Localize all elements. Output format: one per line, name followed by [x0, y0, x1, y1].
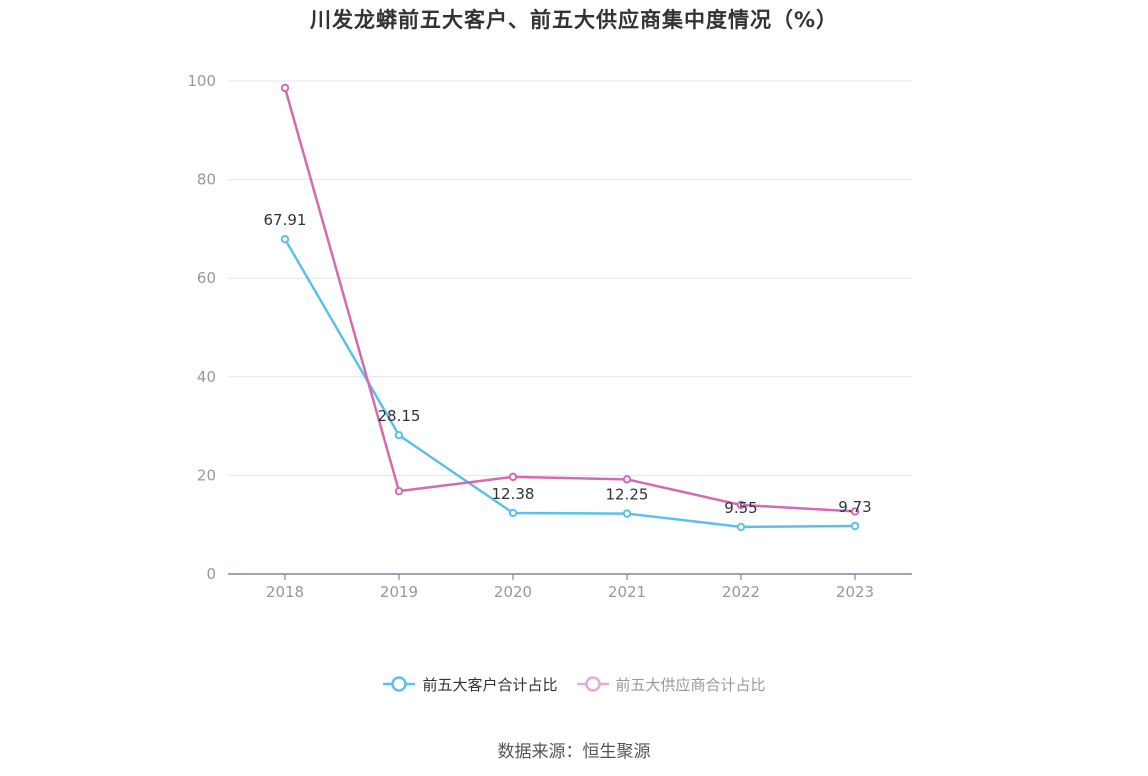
data-point-suppliers [622, 475, 632, 484]
y-tick-label: 80 [197, 171, 216, 189]
y-tick-label: 0 [206, 565, 216, 583]
data-point-customers [736, 522, 746, 532]
y-tick-label: 60 [197, 269, 216, 287]
data-source-note: 数据来源：恒生聚源 [497, 742, 651, 762]
x-tick-label: 2020 [494, 583, 532, 601]
data-point-suppliers [736, 500, 746, 510]
legend-item-customers[interactable]: 前五大客户合计占比 [382, 672, 558, 696]
data-point-customers [394, 431, 404, 440]
y-tick-label: 100 [187, 72, 216, 90]
x-tick-label: 2023 [836, 583, 874, 601]
legend-line-marker-icon [576, 676, 609, 692]
data-point-suppliers [280, 83, 290, 93]
legend-item-suppliers[interactable]: 前五大供应商合计占比 [576, 672, 766, 696]
x-tick-label: 2021 [608, 583, 646, 601]
series-line-suppliers [283, 87, 856, 513]
chart-title: 川发龙蟒前五大客户、前五大供应商集中度情况（%） [309, 8, 839, 32]
data-label: 12.25 [606, 486, 649, 504]
data-label: 9.73 [838, 498, 871, 516]
data-point-suppliers [850, 507, 860, 516]
legend-label-suppliers: 前五大供应商合计占比 [615, 675, 766, 694]
data-point-customers [280, 235, 290, 244]
data-label: 28.15 [378, 407, 421, 425]
series-line-customers [283, 238, 856, 529]
x-tick-label: 2018 [266, 583, 304, 601]
data-label: 9.55 [724, 499, 757, 517]
x-tick-label: 2019 [380, 583, 418, 601]
data-label: 12.38 [492, 485, 535, 503]
legend-label-customers: 前五大客户合计占比 [422, 675, 558, 694]
x-tick-label: 2022 [722, 583, 760, 601]
y-tick-label: 20 [197, 466, 216, 484]
chart-legend: 前五大客户合计占比 前五大供应商合计占比 [0, 672, 1148, 696]
data-point-customers [622, 509, 632, 518]
data-point-customers [850, 521, 860, 531]
data-label: 67.91 [264, 211, 307, 229]
legend-line-marker-icon [383, 676, 416, 692]
data-point-suppliers [508, 472, 518, 482]
data-point-suppliers [394, 486, 404, 496]
data-point-customers [508, 508, 518, 518]
y-tick-label: 40 [197, 368, 216, 386]
